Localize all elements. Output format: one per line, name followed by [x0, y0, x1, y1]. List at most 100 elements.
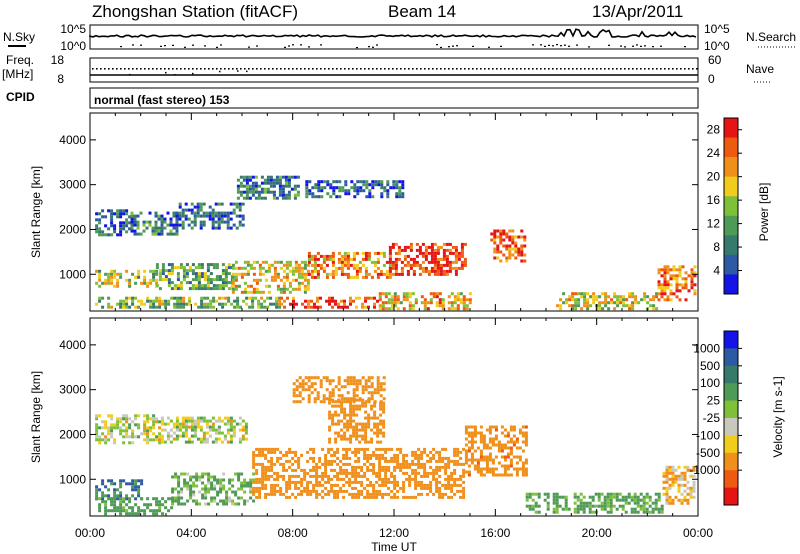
power-colorbar-swatch — [724, 215, 738, 236]
power-panel: 1000 2000 3000 4000 Slant Range [km] 4 8 12 16… — [29, 112, 771, 312]
power-colorbar: 4 8 12 16 20 24 28 — [707, 117, 742, 295]
power-colorbar-tick: 8 — [713, 240, 720, 254]
velocity-region-3 — [95, 497, 174, 516]
power-region-15 — [305, 180, 405, 199]
count-panel-frame — [89, 24, 699, 50]
power-y-axis-label: Slant Range [km] — [29, 166, 43, 258]
power-colorbar-tick: 28 — [707, 123, 721, 137]
x-tick-label: 12:00 — [379, 526, 409, 540]
velocity-region-10 — [292, 376, 386, 404]
power-region-2 — [178, 202, 245, 230]
power-colorbar-tick: 24 — [707, 146, 721, 160]
power-region-12 — [556, 292, 659, 311]
y-tick-label: 1000 — [59, 267, 86, 281]
power-region-13 — [657, 265, 697, 302]
velocity-region-9 — [662, 465, 696, 505]
date-title: 13/Apr/2011 — [592, 2, 683, 21]
velocity-colorbar-tick: -500 — [696, 446, 720, 460]
power-region-8 — [95, 296, 282, 309]
freq-tick-low: 8 — [57, 72, 64, 86]
power-region-4 — [155, 263, 234, 291]
count-tick-low-right: 10^0 — [704, 39, 730, 53]
velocity-colorbar-swatch — [724, 365, 738, 384]
power-colorbar-tick: 16 — [707, 193, 721, 207]
nsky-label: N.Sky — [3, 30, 35, 44]
velocity-region-0 — [95, 414, 162, 445]
nsearch-label: N.Search — [746, 30, 796, 44]
velocity-colorbar-swatch — [724, 452, 738, 471]
velocity-panel: 1000 2000 3000 4000 Slant Range [km] 1000 50… — [29, 317, 785, 517]
x-tick-label: 20:00 — [582, 526, 612, 540]
power-colorbar-tick: 12 — [707, 217, 721, 231]
power-region-14 — [236, 175, 300, 200]
power-colorbar-label: Power [dB] — [757, 183, 771, 242]
cpid-panel-frame — [89, 87, 699, 109]
freq-trace — [90, 68, 698, 76]
power-data-layer — [95, 175, 697, 311]
power-region-11 — [490, 229, 527, 263]
velocity-colorbar-swatch — [724, 348, 738, 367]
velocity-colorbar-swatch — [724, 470, 738, 489]
y-tick-label: 1000 — [59, 472, 86, 486]
nsky-trace — [89, 28, 697, 49]
velocity-region-1 — [160, 416, 248, 444]
power-region-0 — [95, 209, 132, 237]
y-tick-label: 2000 — [59, 222, 86, 236]
x-tick-labels: 00:00 04:00 08:00 12:00 16:00 20:00 00:00 — [75, 526, 713, 540]
power-colorbar-swatch — [724, 274, 738, 295]
power-region-7 — [388, 242, 467, 276]
x-tick-label: 00:00 — [683, 526, 713, 540]
velocity-colorbar-tick: 1000 — [693, 341, 720, 355]
freq-tick-high: 18 — [51, 53, 65, 67]
power-colorbar-swatch — [724, 235, 738, 256]
velocity-colorbar-swatch — [724, 383, 738, 402]
power-colorbar-swatch — [724, 176, 738, 197]
freq-unit-label: [MHz] — [2, 67, 33, 81]
velocity-region-5 — [252, 447, 466, 499]
x-axis-label: Time UT — [371, 540, 417, 554]
power-region-6 — [307, 251, 392, 279]
power-region-9 — [280, 296, 379, 309]
beam-title: Beam 14 — [388, 2, 456, 21]
velocity-colorbar: 1000 500 100 25 -25 -100 -500 -1000 — [689, 330, 742, 506]
power-colorbar-tick: 4 — [713, 264, 720, 278]
x-tick-label: 16:00 — [480, 526, 510, 540]
velocity-data-layer — [95, 376, 696, 516]
power-colorbar-swatch — [724, 254, 738, 275]
power-region-10 — [378, 292, 472, 311]
velocity-colorbar-tick: -1000 — [689, 463, 720, 477]
nave-label: Nave — [746, 62, 774, 76]
y-tick-label: 4000 — [59, 338, 86, 352]
velocity-y-axis-label: Slant Range [km] — [29, 371, 43, 463]
power-colorbar-swatch — [724, 137, 738, 158]
nave-tick-high: 60 — [708, 53, 722, 67]
velocity-colorbar-tick: -100 — [696, 428, 720, 442]
count-tick-high-right: 10^5 — [704, 22, 730, 36]
count-tick-low-left: 10^0 — [60, 39, 86, 53]
power-region-3 — [95, 269, 159, 288]
x-tick-label: 00:00 — [75, 526, 105, 540]
y-tick-label: 2000 — [59, 427, 86, 441]
velocity-colorbar-tick: 100 — [700, 376, 720, 390]
velocity-region-8 — [525, 492, 664, 514]
power-axes: 1000 2000 3000 4000 — [59, 113, 699, 311]
x-tick-label: 04:00 — [176, 526, 206, 540]
velocity-region-4 — [171, 472, 256, 506]
velocity-region-7 — [464, 425, 528, 477]
velocity-colorbar-swatch — [724, 400, 738, 419]
power-colorbar-swatch — [724, 118, 738, 139]
velocity-colorbar-tick: 500 — [700, 359, 720, 373]
power-colorbar-swatch — [724, 196, 738, 217]
velocity-colorbar-tick: -25 — [703, 411, 721, 425]
power-region-1 — [130, 211, 182, 236]
y-tick-label: 3000 — [59, 383, 86, 397]
cpid-label: CPID — [6, 90, 35, 104]
station-title: Zhongshan Station (fitACF) — [92, 2, 298, 21]
velocity-colorbar-swatch — [724, 418, 738, 436]
velocity-colorbar-swatch — [724, 435, 738, 454]
y-tick-label: 4000 — [59, 133, 86, 147]
velocity-colorbar-label: Velocity [m s-1] — [771, 376, 785, 457]
y-tick-label: 3000 — [59, 178, 86, 192]
x-tick-label: 08:00 — [278, 526, 308, 540]
